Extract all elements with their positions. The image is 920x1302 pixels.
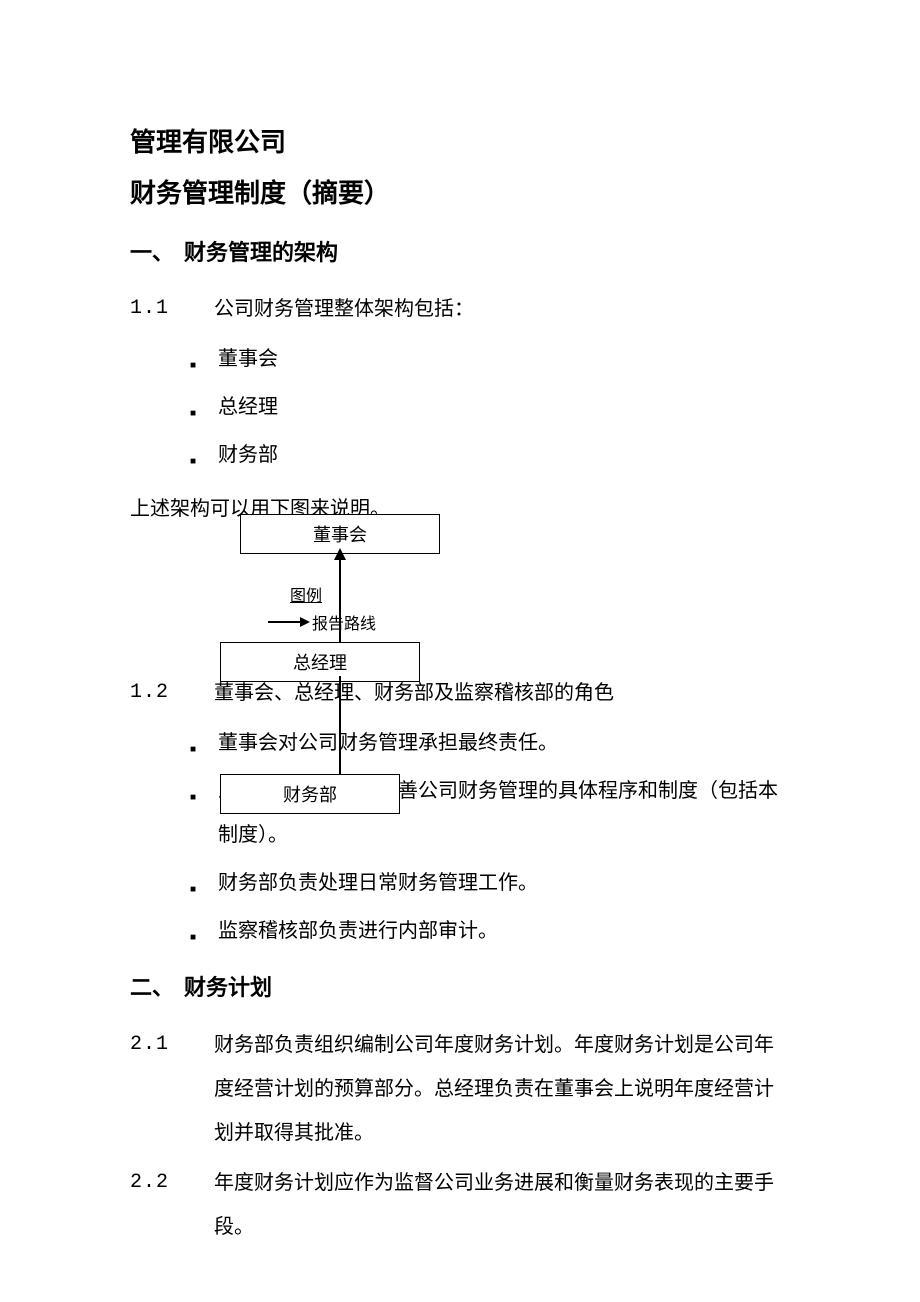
bullet-item: ■ 董事会对公司财务管理承担最终责任。 [190,721,790,765]
legend-arrow-line [268,621,302,623]
para-2-2-num: 2.2 [130,1161,214,1249]
bullet-text: 董事会对公司财务管理承担最终责任。 [218,721,790,765]
bullet-item: ■ 总经理负责协调并完善公司财务管理的具体程序和制度（包括本制度）。 [190,769,790,857]
para-1-1-num: 1.1 [130,287,214,331]
para-1-1-tail: 上述架构可以用下图来说明。 [130,487,790,531]
bullet-item: ■ 监察稽核部负责进行内部审计。 [190,909,790,953]
para-2-1-text: 财务部负责组织编制公司年度财务计划。年度财务计划是公司年度经营计划的预算部分。总… [214,1023,790,1155]
section-1-header: 一、 财务管理的架构 [130,232,790,274]
para-1-2-num: 1.2 [130,671,214,715]
bullet-text: 总经理 [218,385,790,429]
para-2-1: 2.1 财务部负责组织编制公司年度财务计划。年度财务计划是公司年度经营计划的预算… [130,1023,790,1155]
bullet-icon: ■ [190,861,218,901]
para-1-2-text: 董事会、总经理、财务部及监察稽核部的角色 [214,671,790,715]
section-2-num: 二、 [130,967,184,1009]
para-2-2: 2.2 年度财务计划应作为监督公司业务进展和衡量财务表现的主要手段。 [130,1161,790,1249]
section-1-label: 财务管理的架构 [184,232,338,274]
bullet-item: ■ 财务部 [190,433,790,477]
bullet-item: ■ 总经理 [190,385,790,429]
bullet-text: 总经理负责协调并完善公司财务管理的具体程序和制度（包括本制度）。 [218,769,790,857]
bullet-text: 董事会 [218,337,790,381]
bullet-icon: ■ [190,909,218,949]
bullet-text: 财务部 [218,433,790,477]
bullet-icon: ■ [190,385,218,425]
section-2-label: 财务计划 [184,967,272,1009]
bullet-icon: ■ [190,769,218,809]
bullet-text: 财务部负责处理日常财务管理工作。 [218,861,790,905]
legend-arrow-head-icon [300,617,310,627]
para-2-1-num: 2.1 [130,1023,214,1155]
section-2-header: 二、 财务计划 [130,967,790,1009]
bullets-1-2: ■ 董事会对公司财务管理承担最终责任。 ■ 总经理负责协调并完善公司财务管理的具… [190,721,790,953]
para-1-1-text: 公司财务管理整体架构包括： [214,287,790,331]
bullet-text: 监察稽核部负责进行内部审计。 [218,909,790,953]
diagram-legend-row: 报告路线 [268,610,376,634]
diagram-legend-text: 报告路线 [312,610,376,634]
para-1-2: 1.2 董事会、总经理、财务部及监察稽核部的角色 [130,671,790,715]
doc-title-line1: 管理有限公司 [130,120,790,167]
para-1-1: 1.1 公司财务管理整体架构包括： [130,287,790,331]
bullet-item: ■ 财务部负责处理日常财务管理工作。 [190,861,790,905]
bullet-icon: ■ [190,337,218,377]
bullet-icon: ■ [190,433,218,473]
bullet-icon: ■ [190,721,218,761]
bullets-1-1: ■ 董事会 ■ 总经理 ■ 财务部 [190,337,790,477]
doc-title-line2: 财务管理制度（摘要） [130,171,790,218]
section-1-num: 一、 [130,232,184,274]
bullet-item: ■ 董事会 [190,337,790,381]
para-2-2-text: 年度财务计划应作为监督公司业务进展和衡量财务表现的主要手段。 [214,1161,790,1249]
